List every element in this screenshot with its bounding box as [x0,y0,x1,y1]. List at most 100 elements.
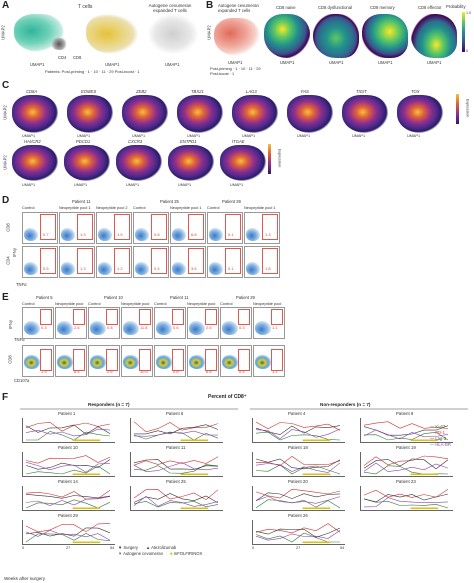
mfolfirinox-bar [72,507,101,510]
legend-autogene: ▼ Autogene cevumeran [118,551,163,556]
flow-gate [271,349,283,371]
kinetics-axes [252,520,345,545]
x-tick-label: 0 [22,546,25,550]
x-tick-label: 54 [340,546,345,550]
kinetics-series-line [363,429,449,440]
panel-e-xlabel-tnfa: TNFα [14,337,25,342]
kinetics-lines [25,523,111,544]
legend-marker-lag-3: — Lag-3 [430,436,447,441]
umap1-label: UMAP1 [297,134,311,138]
flow-gate-value: 0.1 [228,266,234,271]
flow-gate-value: 1.3 [80,266,86,271]
kinetics-series-line [25,533,111,543]
legend-surgery: ▼ Surgery [118,545,138,550]
kinetics-series-line [255,431,341,441]
flow-population [209,228,223,241]
kinetics-patient-title: Patient 11 [166,445,186,450]
gene-label-itgae: ITGAE [232,139,245,144]
legend-atezolizumab-label: Atezolizumab [151,545,177,550]
flow-gate-value: 0.6 [173,325,179,330]
gene-label-tigit: TIGIT [356,89,367,94]
umap-tcells-cd4-cluster [50,38,68,50]
flow-gate [40,214,56,240]
flow-population [123,321,139,335]
kinetics-lines [133,489,219,510]
flow-gate-value: 0.3 [239,325,245,330]
kinetics-series-line [133,421,219,433]
panel-c-colorbar-1 [456,94,459,124]
feature-plot-fas [287,95,333,133]
mfolfirinox-bar [72,473,101,476]
kinetics-axes [22,418,115,443]
panel-b-title-expanded: Autogene cevumeran expanded T cells [218,3,259,13]
panel-a-title-tcells: T cells [78,4,93,10]
panel-b-umap1: UMAP1 [228,60,243,65]
feature-plot-entpd1 [168,145,214,181]
mfolfirinox-bar [180,439,209,442]
flow-gate-value: 0.1 [228,232,234,237]
flow-gate-value: 10.0 [140,369,148,374]
kinetics-patient-title: Patient 6 [166,411,184,416]
flow-gate [262,214,278,240]
panel-c-colorbar-2 [268,144,271,174]
flow-gate [188,248,204,274]
flow-population [98,228,112,241]
kinetics-patient-title: Patient 29 [58,513,78,518]
panel-b-cbar-tick-0: 0 [466,49,468,53]
mfolfirinox-marker-icon: ■ [170,551,173,556]
kinetics-series-line [363,455,449,466]
kinetics-lines [255,523,341,544]
flow-column-label: Neopeptide pool 1 [170,205,202,210]
legend-atezolizumab: ▲ Atezolizumab [146,545,176,550]
flow-gate-value: 11.8 [140,325,148,330]
umap-tcells-patient [86,14,138,54]
kinetics-patient-title: Patient 23 [396,479,416,484]
umap-cd8-effector [411,14,457,58]
flow-gate-value: 1.2 [117,266,123,271]
atezolizumab-marker-icon: ▲ [146,545,151,550]
kinetics-series-line [255,464,341,475]
panel-a-legend: Patients: Post-priming · 1 · 10 · 11 · 2… [45,69,140,74]
legend-surgery-label: Surgery [123,545,138,550]
panel-b-umap1-d: UMAP1 [378,60,393,65]
kinetics-lines [133,456,219,476]
kinetics-series-line [255,523,341,534]
flow-population [57,355,73,369]
panel-d-patient-29: Patient 29 [222,199,241,204]
x-tick-label: 54 [110,546,115,550]
mfolfirinox-bar [410,507,439,510]
flow-gate [172,309,184,325]
flow-population [24,321,40,335]
panel-d-xlabel-tnfa: TNFα [16,282,27,287]
feature-plot-pdcd1 [64,145,110,181]
flow-population [98,262,112,275]
flow-population [123,355,139,369]
kinetics-axes [130,452,223,477]
flow-population [172,228,186,241]
panel-f-xlabel: Weeks after surgery [4,576,46,581]
panel-b-cbar-tick-1: 1.0 [466,11,471,15]
flow-gate-value: 2.6 [107,369,113,374]
flow-gate-value: 6.8 [206,369,212,374]
kinetics-series-line [133,459,219,470]
kinetics-series-line [255,499,341,509]
kinetics-patient-title: Patient 10 [58,445,78,450]
flow-population [61,262,75,275]
panel-d-ylabel-ifng: IFNγ [11,248,17,257]
kinetics-series-line [25,461,111,473]
panel-c-umap2-b: UMAP2 [2,155,8,170]
flow-gate-value: 0.8 [154,232,160,237]
flow-gate [271,309,283,325]
panel-f-divider-left [20,408,238,410]
flow-population [222,355,238,369]
kinetics-lines [363,455,449,476]
flow-gate-value: 1.3 [265,232,271,237]
gene-label-fas: FAS [301,89,309,94]
kinetics-series-line [363,498,449,509]
kinetics-patient-title: Patient 14 [58,479,78,484]
flow-column-label: Neopeptide pool [55,301,84,306]
kinetics-series-line [363,431,449,441]
kinetics-series-line [363,465,449,475]
gene-label-zeb2: ZEB2 [136,89,147,94]
kinetics-series-line [25,421,111,432]
